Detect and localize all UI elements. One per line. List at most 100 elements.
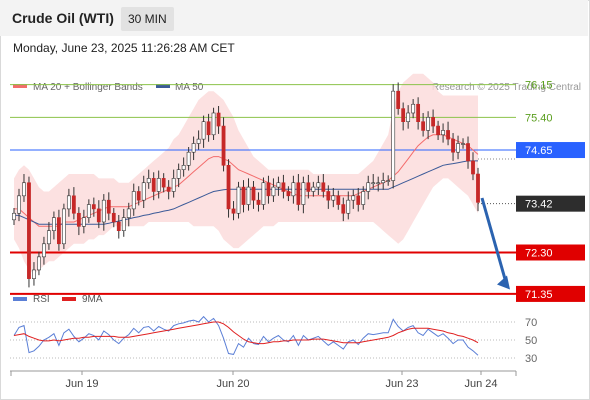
candle-body (411, 103, 416, 114)
candle-body (271, 186, 276, 197)
forecast-arrow-shaft (480, 197, 508, 283)
candle-body (236, 186, 241, 214)
candle-body (186, 151, 191, 166)
forecast-arrowhead (497, 275, 510, 290)
moving-average-layer (14, 134, 479, 227)
candle-body (91, 204, 96, 210)
candle-body (251, 186, 256, 201)
candle-body (206, 121, 211, 136)
candle-body (416, 103, 421, 123)
candle-body (171, 178, 176, 192)
candle-body (101, 199, 106, 223)
candle-body (86, 204, 91, 218)
rsi-legend: RSI 9MA (13, 294, 103, 305)
candle-body (431, 117, 435, 127)
candle-body (301, 182, 306, 205)
candle-body (106, 199, 111, 214)
candle-body (321, 182, 326, 192)
candle-body (446, 130, 450, 140)
candle-body (52, 217, 56, 231)
candle-body (351, 195, 356, 201)
rsi-legend-label: RSI (33, 294, 50, 305)
pivot-tag (516, 142, 585, 159)
candle-body (246, 186, 251, 205)
candle-body (146, 178, 151, 184)
candle-body (341, 204, 346, 214)
ma50-legend-swatch (156, 84, 170, 88)
candle-body (406, 112, 411, 123)
candle-body (376, 182, 381, 185)
candle-body (326, 191, 331, 201)
candle-body (66, 195, 71, 210)
research-credit: Research © 2025 Trading Central (432, 82, 581, 93)
candle-body (331, 195, 336, 201)
candle-body (391, 90, 396, 181)
candle-body (426, 117, 431, 131)
candle-body (57, 217, 61, 245)
candle-body (466, 143, 470, 162)
candle-body (296, 182, 301, 205)
candle-body (131, 191, 136, 210)
timeframe-badge[interactable]: 30 MIN (121, 7, 174, 31)
ma50-line (14, 160, 478, 225)
forecast-arrow-layer (480, 197, 510, 290)
candle-body (201, 121, 206, 140)
candle-body (471, 160, 475, 175)
candle-body (346, 199, 351, 214)
support-1-tag (516, 244, 585, 261)
candle-body (286, 191, 291, 197)
bollinger-band-area (14, 73, 478, 275)
candle-body (421, 121, 426, 131)
resistance-1-label: 75.40 (525, 112, 553, 124)
ma50-legend-label: MA 50 (175, 82, 204, 93)
ma20-legend-swatch (13, 84, 27, 88)
candle-body (436, 125, 440, 136)
support-2-tag (516, 285, 585, 302)
candlestick-layer (12, 82, 480, 288)
candle-body (361, 191, 366, 205)
candle-body (456, 143, 460, 153)
candle-body (216, 112, 221, 127)
chart-header: Crude Oil (WTI) 30 MIN (0, 0, 588, 36)
candle-body (12, 212, 16, 221)
candle-body (42, 243, 46, 258)
candle-body (221, 125, 226, 166)
candle-body (226, 165, 231, 210)
candle-body (111, 212, 116, 223)
rsi-tick-70: 70 (525, 317, 537, 329)
candle-body (17, 195, 21, 214)
candle-body (291, 182, 296, 197)
candle-body (451, 138, 455, 153)
candle-body (61, 208, 66, 245)
candle-body (476, 173, 480, 203)
rsi-tick-30: 30 (525, 353, 537, 365)
candle-body (121, 217, 126, 231)
candle-body (27, 182, 31, 279)
candle-body (371, 182, 376, 185)
candle-body (166, 186, 171, 192)
candle-body (396, 90, 401, 109)
candle-body (276, 182, 281, 188)
candle-body (196, 138, 201, 144)
candle-body (381, 180, 386, 184)
time-axis-label: Jun 20 (216, 378, 249, 390)
candle-body (37, 256, 41, 271)
candle-body (141, 182, 146, 201)
candle-body (96, 208, 101, 223)
candle-body (336, 195, 341, 205)
candle-body (241, 186, 246, 205)
candle-body (311, 186, 316, 192)
rsi-line (13, 315, 479, 356)
price-tag-layer: 73.42 (478, 158, 585, 212)
rsi-9ma-legend-swatch (62, 297, 76, 301)
candle-body (22, 182, 26, 197)
candle-body (191, 143, 196, 153)
ma20-legend-label: MA 20 + Bollinger Bands (33, 82, 143, 93)
instrument-title: Crude Oil (WTI) (12, 10, 114, 26)
rsi-tick-50: 50 (525, 335, 537, 347)
candle-body (366, 182, 371, 192)
pivot-label: 74.65 (525, 145, 553, 157)
candle-body (161, 178, 166, 188)
rsi-legend-swatch (13, 297, 27, 301)
